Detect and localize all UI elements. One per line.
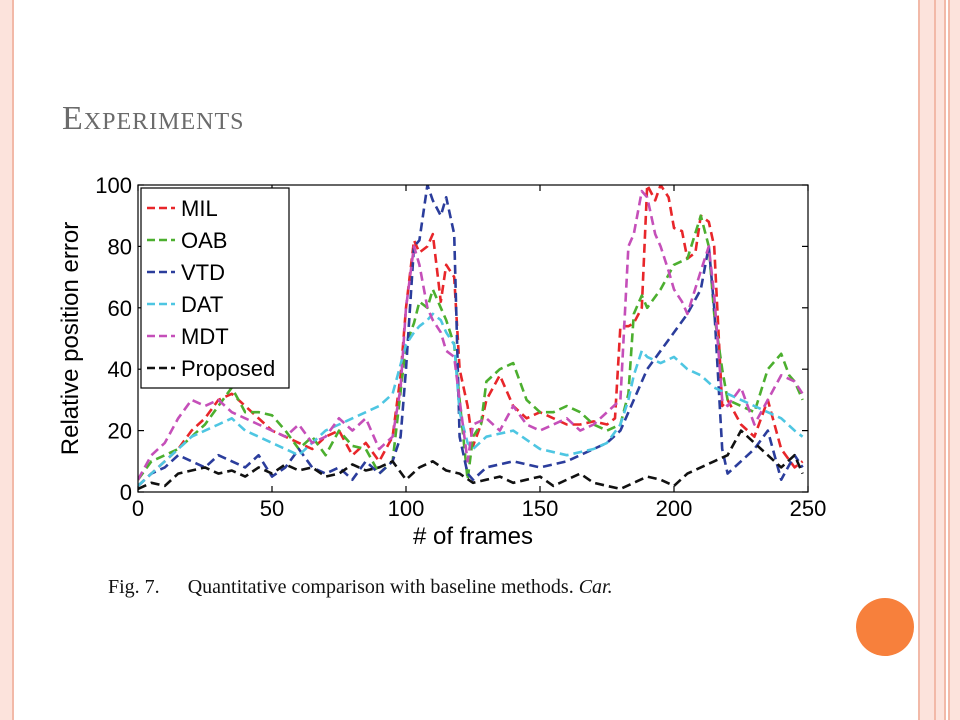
y-tick-label: 60 [108,296,132,321]
right-stripe-decoration [918,0,936,720]
y-tick-label: 0 [120,480,132,505]
y-tick-label: 100 [95,173,132,198]
y-tick-label: 80 [108,234,132,259]
series-line-proposed [138,429,804,491]
caption-figure-number: Fig. 7. [108,576,160,598]
caption-text: Quantitative comparison with baseline me… [187,576,574,598]
legend-label: Proposed [181,356,275,381]
legend-label: DAT [181,292,223,317]
x-tick-label: 50 [260,496,284,521]
y-tick-label: 20 [108,419,132,444]
y-tick-label: 40 [108,357,132,382]
y-axis-label: Relative position error [57,222,84,455]
x-tick-label: 150 [522,496,559,521]
figure-caption: Fig. 7. Quantitative comparison with base… [108,576,613,599]
x-tick-label: 250 [790,496,827,521]
chart-container: 0 50 100 150 200 250 0 20 40 60 80 100 # of frames Re… [50,170,830,550]
legend-label: VTD [181,260,225,285]
decorative-circle [856,598,914,656]
right-stripe-decoration [936,0,946,720]
left-border-decoration [0,0,14,720]
legend-label: MDT [181,324,229,349]
right-stripe-decoration [948,0,960,720]
x-tick-label: 100 [388,496,425,521]
series-line-dat [138,312,804,487]
series-line-vtd [138,185,804,487]
x-tick-label: 200 [656,496,693,521]
caption-emphasis: Car. [578,576,613,598]
x-tick-label: 0 [132,496,144,521]
x-axis-label: # of frames [413,523,533,550]
plot-frame [137,184,809,493]
slide-title: Experiments [62,100,245,137]
legend-label: OAB [181,228,227,253]
series-line-mdt [138,189,804,481]
series-line-oab [138,214,804,482]
legend-label: MIL [181,196,218,221]
series-group [138,185,804,491]
legend-box [140,187,290,389]
